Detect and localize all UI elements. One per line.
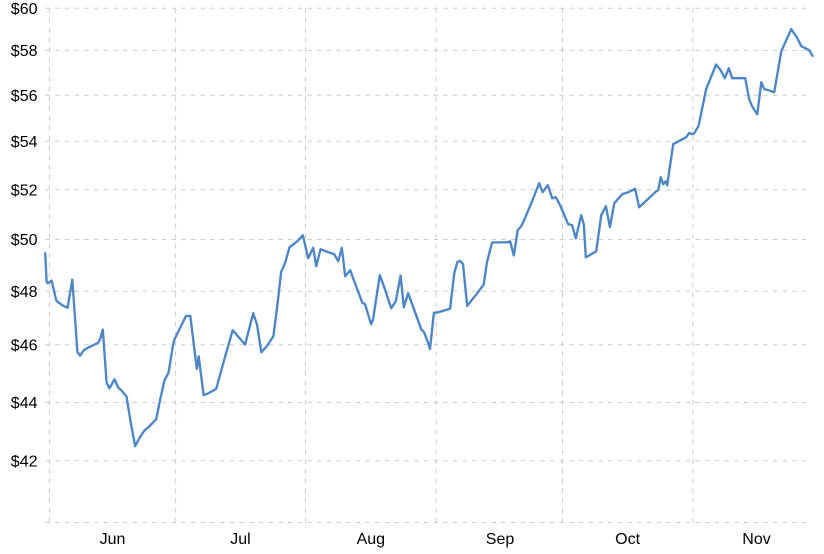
svg-text:Nov: Nov — [742, 531, 770, 548]
svg-text:Sep: Sep — [486, 531, 515, 548]
svg-text:Oct: Oct — [615, 531, 640, 548]
svg-text:$56: $56 — [11, 88, 38, 105]
svg-text:Jul: Jul — [230, 531, 250, 548]
svg-text:$46: $46 — [11, 337, 38, 354]
svg-text:$58: $58 — [11, 43, 38, 60]
svg-text:$52: $52 — [11, 182, 38, 199]
svg-text:Jun: Jun — [100, 531, 126, 548]
svg-text:$42: $42 — [11, 453, 38, 470]
svg-text:$54: $54 — [11, 134, 38, 151]
svg-text:$50: $50 — [11, 232, 38, 249]
svg-text:$48: $48 — [11, 284, 38, 301]
svg-text:Aug: Aug — [357, 531, 385, 548]
svg-text:$44: $44 — [11, 395, 38, 412]
svg-text:$60: $60 — [11, 1, 38, 18]
